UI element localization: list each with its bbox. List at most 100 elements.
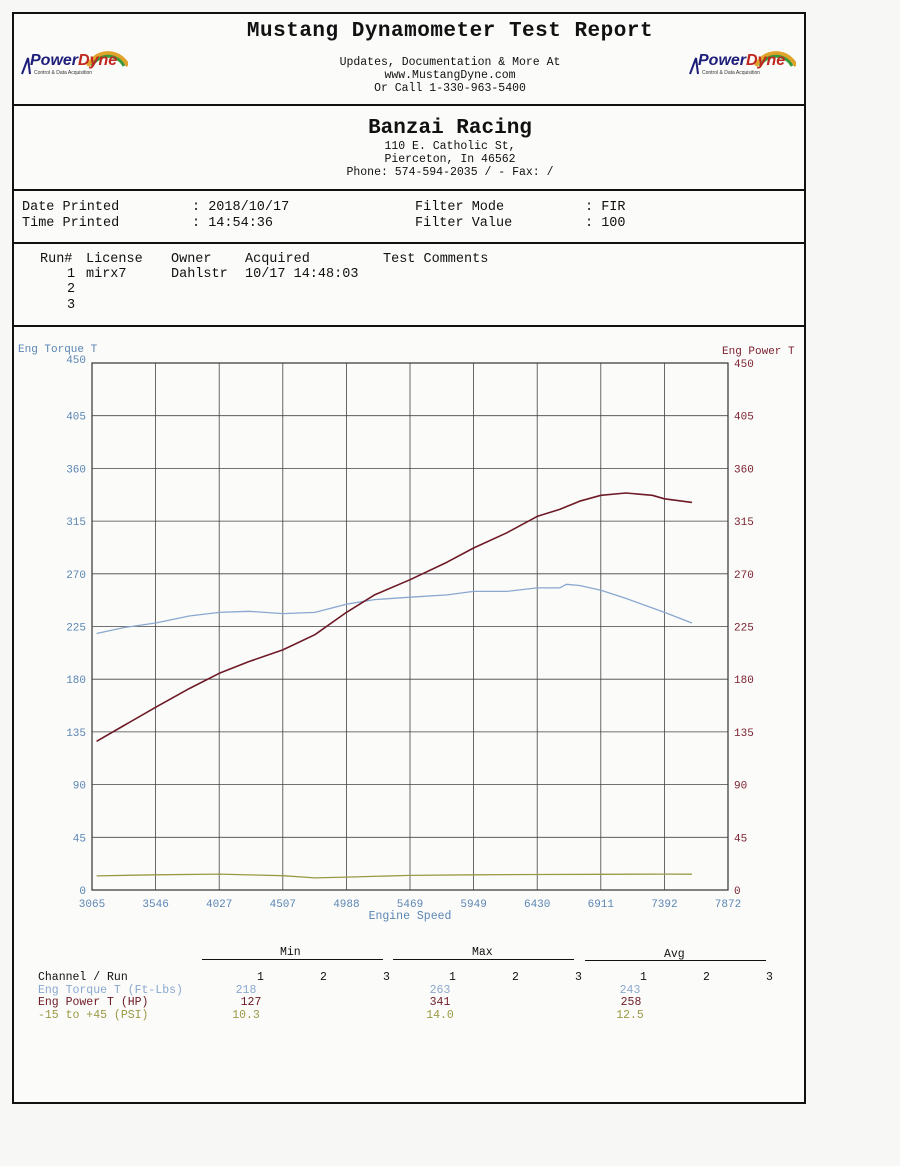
x-tick-label: 4507 xyxy=(270,899,296,911)
y-tick-label-left: 450 xyxy=(66,355,86,367)
logo-tagline: Control & Data Acquisition xyxy=(702,70,761,76)
stats-torque-avg: 243 xyxy=(619,984,641,997)
y-tick-label-left: 45 xyxy=(73,833,86,845)
shop-phone: Phone: 574-594-2035 / - Fax: / xyxy=(346,166,554,179)
runs-header-comments: Test Comments xyxy=(383,252,489,267)
logo-wordmark: PowerDyne xyxy=(698,52,786,69)
stats-group-avg: Avg xyxy=(664,948,685,961)
logo-tagline: Control & Data Acquisition xyxy=(34,70,93,76)
y-tick-label-right: 270 xyxy=(734,570,754,582)
stats-psi-max: 14.0 xyxy=(426,1009,454,1022)
shop-address-2: Pierceton, In 46562 xyxy=(384,153,516,166)
filter-mode-value: : FIR xyxy=(585,200,626,215)
y-tick-label-left: 90 xyxy=(73,781,86,793)
filter-value-label: Filter Value xyxy=(415,216,513,231)
x-tick-label: 5469 xyxy=(397,899,423,911)
y-tick-label-left: 180 xyxy=(66,675,86,687)
stats-run-label: 1 xyxy=(257,971,264,984)
filter-value-value: : 100 xyxy=(585,216,626,231)
filter-mode-label: Filter Mode xyxy=(415,200,505,215)
report-frame xyxy=(12,12,806,1104)
power-series-line xyxy=(96,492,693,742)
runs-header-owner: Owner xyxy=(171,252,212,267)
y-tick-label-right: 405 xyxy=(734,412,754,424)
x-tick-label: 7872 xyxy=(715,899,741,911)
divider-header xyxy=(12,104,806,106)
shop-block: Banzai Racing 110 E. Catholic St, Pierce… xyxy=(0,117,900,179)
y-tick-label-right: 180 xyxy=(734,675,754,687)
y-tick-label-left: 270 xyxy=(66,570,86,582)
y-tick-label-left: 0 xyxy=(79,886,86,898)
x-tick-label: 4027 xyxy=(206,899,232,911)
logo-arc-icon xyxy=(689,51,796,75)
y-tick-label-left: 315 xyxy=(66,517,86,529)
left-axis-title: Eng Torque T xyxy=(18,344,98,356)
stats-row-psi-label: -15 to +45 (PSI) xyxy=(38,1009,149,1022)
y-tick-label-right: 45 xyxy=(734,833,747,845)
stats-run-label: 3 xyxy=(383,971,390,984)
x-tick-label: 3546 xyxy=(142,899,168,911)
y-tick-label-left: 405 xyxy=(66,412,86,424)
y-tick-label-left: 360 xyxy=(66,464,86,476)
runs-row-acquired: 10/17 14:48:03 xyxy=(245,267,359,282)
shop-name: Banzai Racing xyxy=(368,117,532,140)
x-tick-label: 3065 xyxy=(79,899,105,911)
stats-torque-max: 263 xyxy=(429,984,451,997)
runs-row-owner: Dahlstr xyxy=(171,267,228,282)
stats-min-rule xyxy=(202,959,383,960)
stats-group-min: Min xyxy=(280,946,301,959)
runs-row-run: 2 xyxy=(67,282,76,297)
stats-run-label: 2 xyxy=(320,971,327,984)
stats-run-label: 3 xyxy=(575,971,582,984)
header-line-3: Or Call 1-330-963-5400 xyxy=(374,82,526,95)
y-tick-label-left: 225 xyxy=(66,623,86,635)
runs-row-run: 3 xyxy=(67,298,76,313)
logo-arc-icon xyxy=(21,51,128,75)
y-tick-label-left: 135 xyxy=(66,728,86,740)
stats-run-label: 1 xyxy=(449,971,456,984)
report-title: Mustang Dynamometer Test Report xyxy=(246,20,654,43)
stats-avg-rule xyxy=(585,960,766,961)
pressure-series-line xyxy=(96,873,693,879)
powerdyne-logo-right: PowerDyne Control & Data Acquisition xyxy=(686,44,796,84)
stats-psi-min: 10.3 xyxy=(232,1009,260,1022)
runs-header-acquired: Acquired xyxy=(245,252,310,267)
y-tick-label-right: 135 xyxy=(734,728,754,740)
stats-run-label: 1 xyxy=(640,971,647,984)
stats-run-label: 3 xyxy=(766,971,773,984)
stats-row-power-label: Eng Power T (HP) xyxy=(38,996,149,1009)
torque-series-line xyxy=(96,583,693,635)
stats-power-max: 341 xyxy=(429,996,451,1009)
divider-runs xyxy=(12,325,806,327)
stats-channel-header: Channel / Run xyxy=(38,971,128,984)
stats-row-torque-label: Eng Torque T (Ft-Lbs) xyxy=(38,984,183,997)
stats-torque-min: 218 xyxy=(235,984,257,997)
x-tick-label: 6911 xyxy=(588,899,615,911)
divider-shop xyxy=(12,189,806,191)
stats-max-rule xyxy=(393,959,574,960)
x-axis-title: Engine Speed xyxy=(369,910,452,923)
time-printed-value: : 14:54:36 xyxy=(192,216,274,231)
y-tick-label-right: 0 xyxy=(734,886,741,898)
y-tick-label-right: 225 xyxy=(734,623,754,635)
runs-row-run: 1 xyxy=(67,267,76,282)
runs-row-license: mirx7 xyxy=(86,267,127,282)
stats-power-min: 127 xyxy=(240,996,262,1009)
x-tick-label: 6430 xyxy=(524,899,550,911)
time-printed-label: Time Printed xyxy=(22,216,120,231)
y-tick-label-right: 360 xyxy=(734,464,754,476)
header-line-1: Updates, Documentation & More At xyxy=(339,56,561,69)
header-line-2: www.MustangDyne.com xyxy=(384,69,516,82)
divider-info xyxy=(12,242,806,244)
logo-wordmark: PowerDyne xyxy=(30,52,118,69)
stats-run-label: 2 xyxy=(512,971,519,984)
stats-group-max: Max xyxy=(472,946,493,959)
runs-header-license: License xyxy=(86,252,143,267)
stats-power-avg: 258 xyxy=(620,996,642,1009)
stats-run-label: 2 xyxy=(703,971,710,984)
y-tick-label-right: 315 xyxy=(734,517,754,529)
right-axis-title: Eng Power T xyxy=(722,346,795,358)
stats-psi-avg: 12.5 xyxy=(616,1009,644,1022)
x-tick-label: 7392 xyxy=(651,899,677,911)
